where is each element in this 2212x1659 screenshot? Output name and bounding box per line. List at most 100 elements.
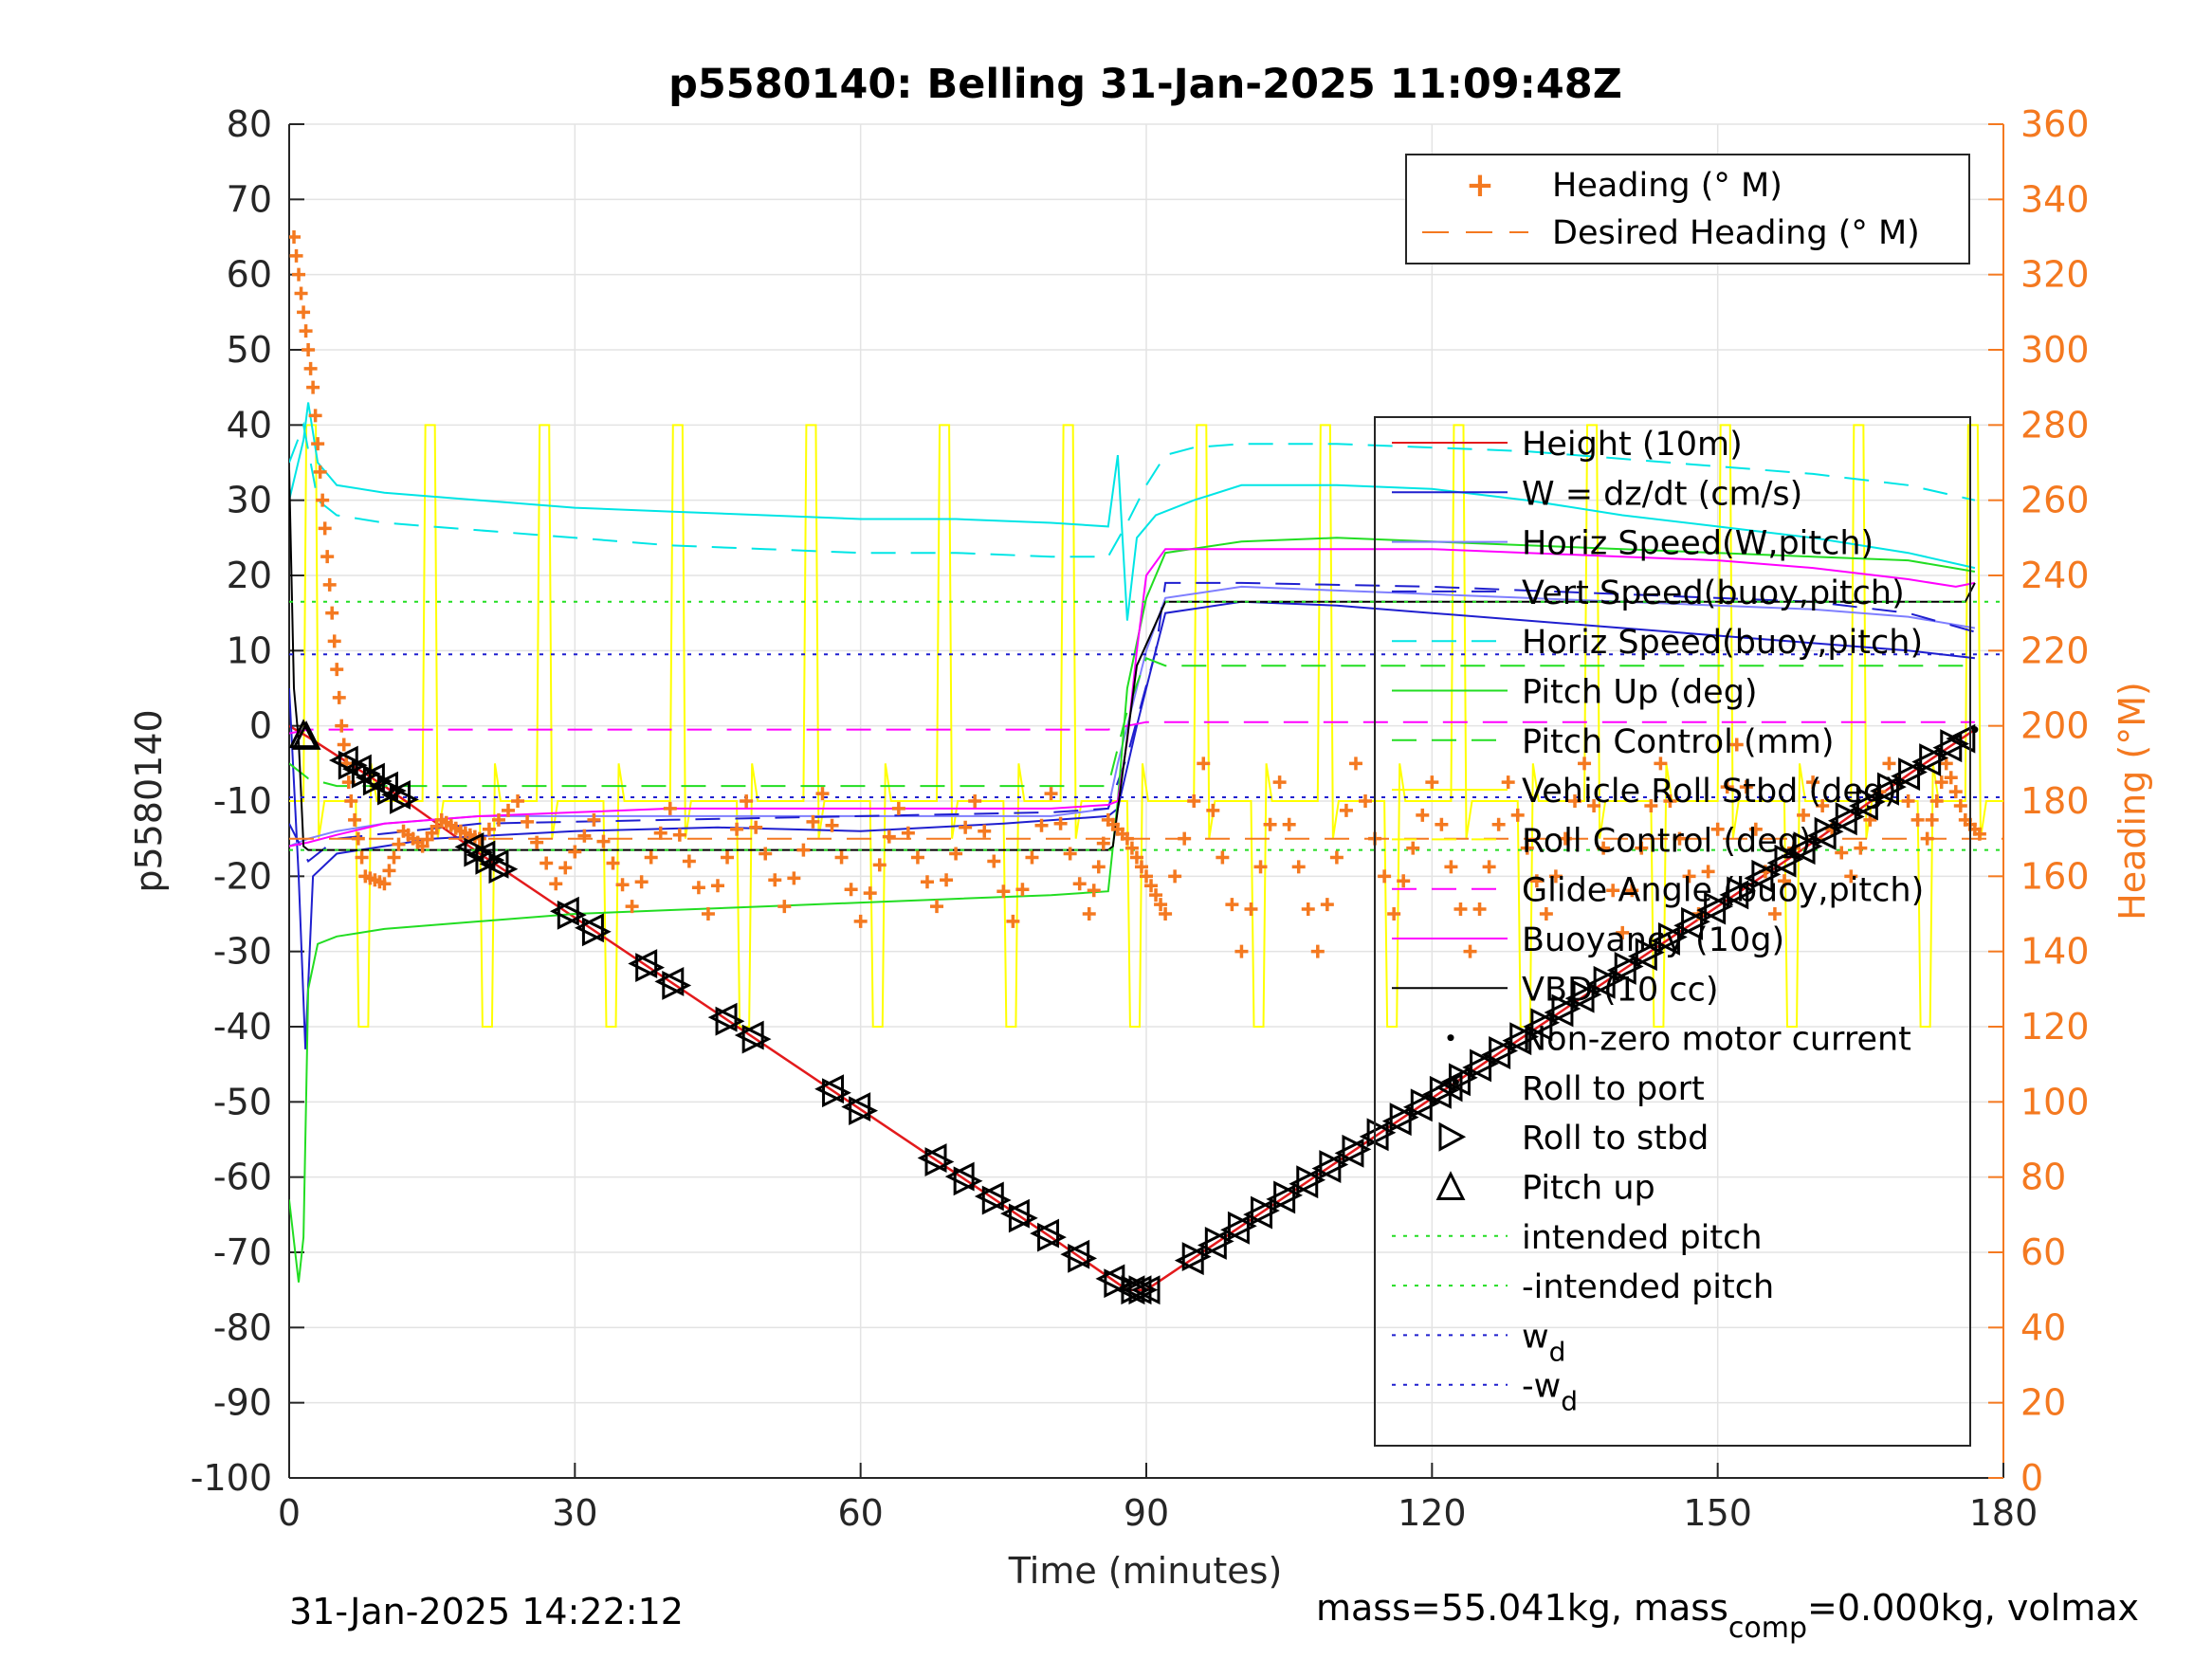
heading-marker bbox=[1034, 818, 1049, 832]
heading-marker bbox=[558, 861, 573, 875]
heading-marker bbox=[1124, 841, 1139, 855]
roll-to-stbd-marker bbox=[390, 784, 419, 814]
motor-current-marker bbox=[1452, 1079, 1459, 1086]
footer-mass-part2: =0.000kg, volmax bbox=[1807, 1587, 2139, 1629]
y-tick-label: -20 bbox=[213, 855, 272, 897]
heading-marker bbox=[606, 856, 620, 870]
heading-marker bbox=[1548, 869, 1563, 884]
heading-marker bbox=[882, 830, 896, 844]
roll-to-stbd-marker bbox=[1037, 1222, 1067, 1252]
legend-swatch-roll-port bbox=[1435, 1072, 1463, 1103]
heading-marker bbox=[1597, 841, 1611, 855]
heading-marker bbox=[844, 883, 858, 897]
heading-marker bbox=[910, 850, 924, 865]
heading-marker bbox=[294, 286, 308, 301]
heading-marker bbox=[289, 230, 302, 244]
heading-marker bbox=[930, 900, 944, 914]
heading-marker bbox=[901, 826, 915, 840]
heading-marker bbox=[521, 814, 535, 829]
heading-marker bbox=[1197, 757, 1211, 771]
legend-label-7: Vehicle Roll Stbd (deg) bbox=[1522, 773, 1897, 811]
roll-to-stbd-marker bbox=[1704, 891, 1734, 921]
heading-marker bbox=[1901, 794, 1915, 808]
heading-marker bbox=[1435, 817, 1449, 831]
heading-marker bbox=[1673, 831, 1687, 846]
heading-marker bbox=[759, 847, 773, 861]
legend-label-17: -intended pitch bbox=[1522, 1268, 1774, 1306]
roll-to-stbd-marker bbox=[981, 1185, 1012, 1215]
roll-to-stbd-marker bbox=[1104, 1268, 1134, 1299]
footer-mass-part1: mass=55.041kg, mass bbox=[1316, 1587, 1728, 1629]
heading-marker bbox=[1144, 879, 1159, 893]
heading-marker bbox=[1378, 869, 1392, 884]
heading-marker bbox=[1616, 925, 1630, 939]
heading-marker bbox=[1359, 794, 1373, 808]
legend-label-subscript: d bbox=[1549, 1336, 1566, 1367]
roll-to-stbd-marker bbox=[1774, 844, 1804, 874]
y-tick-label: -40 bbox=[213, 1006, 272, 1048]
heading-marker bbox=[653, 826, 667, 840]
heading-marker bbox=[825, 818, 839, 832]
roll-to-stbd-marker bbox=[1876, 772, 1907, 802]
roll-to-stbd-marker bbox=[849, 1096, 879, 1126]
heading-marker bbox=[539, 856, 554, 870]
grid-lines bbox=[288, 123, 2004, 1479]
motor-current-marker bbox=[1790, 851, 1798, 859]
legend-swatch-pitch-up bbox=[1435, 1171, 1466, 1200]
heading-marker bbox=[959, 820, 973, 834]
roll-to-stbd-marker bbox=[1635, 938, 1665, 968]
y-tick-label: -100 bbox=[191, 1457, 272, 1499]
heading-marker bbox=[1482, 860, 1496, 874]
heading-marker bbox=[1044, 787, 1058, 801]
heading-marker bbox=[940, 873, 954, 887]
legend-swatch-roll-stbd bbox=[1438, 1121, 1467, 1152]
x-tick-label: 0 bbox=[278, 1492, 301, 1534]
y-right-tick-label: 120 bbox=[2020, 1006, 2090, 1048]
heading-marker bbox=[1854, 841, 1868, 855]
heading-marker bbox=[322, 577, 337, 592]
heading-marker bbox=[1972, 827, 1986, 841]
heading-marker bbox=[1934, 775, 1948, 790]
roll-to-stbd-marker bbox=[1657, 922, 1688, 952]
heading-marker bbox=[1948, 785, 1963, 799]
roll-to-stbd-marker bbox=[1530, 1008, 1561, 1038]
heading-marker bbox=[730, 822, 744, 836]
roll-to-stbd-marker bbox=[924, 1147, 955, 1176]
heading-marker bbox=[815, 787, 830, 801]
heading-marker bbox=[320, 550, 335, 564]
x-tick-label: 60 bbox=[837, 1492, 883, 1534]
motor-current-marker bbox=[1971, 726, 1979, 734]
x-tick-label: 90 bbox=[1124, 1492, 1169, 1534]
legend-label-12: Non-zero motor current bbox=[1522, 1021, 1911, 1059]
heading-marker bbox=[1168, 869, 1182, 884]
heading-marker bbox=[1806, 775, 1820, 790]
heading-marker bbox=[1635, 841, 1649, 855]
y-tick-label: 0 bbox=[249, 705, 272, 747]
heading-marker bbox=[1710, 822, 1725, 836]
legend-label-subscript: d bbox=[1561, 1386, 1578, 1417]
series-horiz-speed-buoy-pitch-line bbox=[289, 421, 1976, 558]
legend-main-box bbox=[1374, 416, 1971, 1447]
legend-label-4: Horiz Speed(buoy,pitch) bbox=[1522, 624, 1923, 662]
heading-marker bbox=[1120, 831, 1134, 846]
roll-to-stbd-marker bbox=[1410, 1088, 1440, 1119]
heading-marker bbox=[1025, 850, 1039, 865]
heading-marker bbox=[568, 845, 582, 859]
heading-marker bbox=[1910, 812, 1925, 827]
heading-marker bbox=[1529, 874, 1544, 888]
heading-marker bbox=[1501, 775, 1515, 790]
heading-marker bbox=[1149, 888, 1163, 902]
heading-marker bbox=[302, 343, 316, 356]
heading-marker bbox=[1682, 869, 1696, 884]
legend-label-11: VBD (10 cc) bbox=[1522, 971, 1719, 1009]
heading-marker bbox=[1015, 883, 1030, 897]
roll-to-stbd-marker bbox=[662, 971, 692, 1000]
y-right-tick-label: 300 bbox=[2020, 329, 2090, 371]
heading-marker bbox=[672, 828, 686, 842]
roll-to-stbd-marker bbox=[362, 766, 393, 796]
heading-marker bbox=[1844, 869, 1858, 884]
heading-marker bbox=[701, 907, 715, 921]
heading-marker bbox=[853, 914, 868, 928]
roll-to-port-marker bbox=[1130, 1275, 1161, 1305]
heading-marker bbox=[587, 812, 601, 827]
